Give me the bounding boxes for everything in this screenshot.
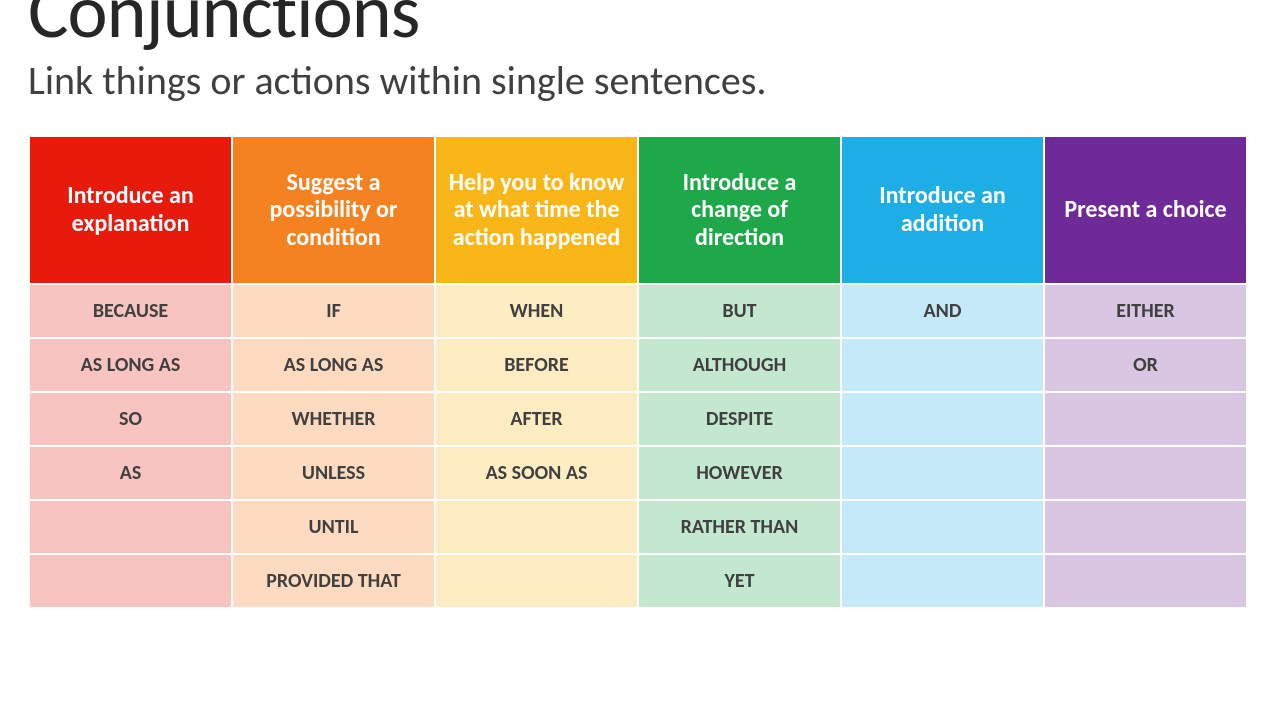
table-cell: [841, 500, 1044, 554]
table-cell: as long as: [29, 338, 232, 392]
page-subtitle: Link things or actions within single sen…: [28, 56, 1252, 105]
table-cell: [1044, 446, 1247, 500]
table-cell: as soon as: [435, 446, 638, 500]
table-cell: [841, 554, 1044, 608]
table-cell: as: [29, 446, 232, 500]
table-cell: [1044, 392, 1247, 446]
page-title: Conjunctions: [28, 0, 1252, 50]
table-cell: until: [232, 500, 435, 554]
table-cell: [1044, 500, 1247, 554]
table-cell: however: [638, 446, 841, 500]
table-cell: as long as: [232, 338, 435, 392]
table-cell: because: [29, 284, 232, 338]
table-cell: yet: [638, 554, 841, 608]
table-cell: [841, 392, 1044, 446]
table-cell: [841, 338, 1044, 392]
table-cell: and: [841, 284, 1044, 338]
table-cell: provided that: [232, 554, 435, 608]
table-cell: [841, 446, 1044, 500]
table-cell: before: [435, 338, 638, 392]
table-cell: [435, 554, 638, 608]
table-cell: despite: [638, 392, 841, 446]
table-cell: either: [1044, 284, 1247, 338]
table-cell: but: [638, 284, 841, 338]
table-cell: [435, 500, 638, 554]
column-header: Present a choice: [1044, 136, 1247, 284]
table-cell: so: [29, 392, 232, 446]
table-cell: unless: [232, 446, 435, 500]
column-header: Introduce an addition: [841, 136, 1044, 284]
table-cell: [29, 554, 232, 608]
conjunctions-table: Introduce an explanationSuggest a possib…: [28, 135, 1248, 609]
column-header: Introduce an explanation: [29, 136, 232, 284]
table-cell: [29, 500, 232, 554]
table-cell: whether: [232, 392, 435, 446]
column-header: Help you to know at what time the action…: [435, 136, 638, 284]
table-cell: although: [638, 338, 841, 392]
column-header: Suggest a possibility or condition: [232, 136, 435, 284]
table-cell: [1044, 554, 1247, 608]
table-cell: rather than: [638, 500, 841, 554]
table-cell: if: [232, 284, 435, 338]
column-header: Introduce a change of direction: [638, 136, 841, 284]
table-cell: when: [435, 284, 638, 338]
table-cell: or: [1044, 338, 1247, 392]
table-cell: after: [435, 392, 638, 446]
